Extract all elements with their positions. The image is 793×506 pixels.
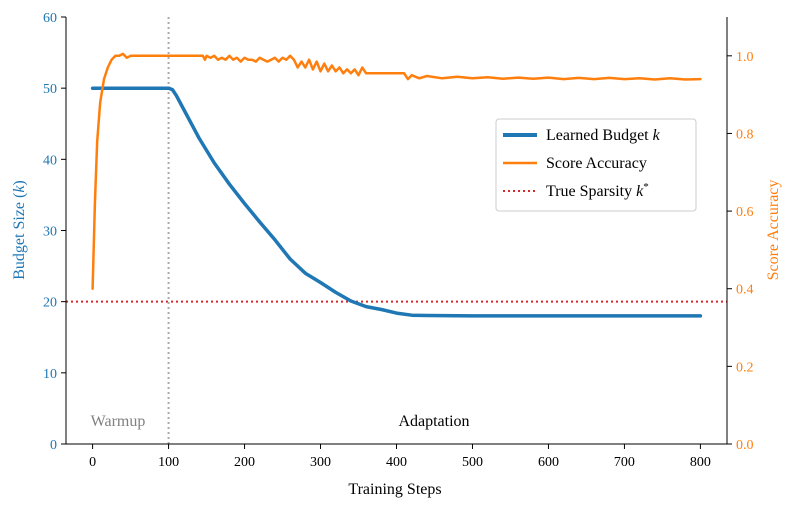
y-right-tick-label: 0.0 — [736, 438, 754, 453]
y-right-tick-label: 0.2 — [736, 360, 754, 375]
x-tick-label: 200 — [234, 455, 255, 470]
y-left-tick-label: 40 — [43, 153, 57, 168]
y-right-axis-title: Score Accuracy — [765, 180, 782, 281]
annotation-warmup: Warmup — [91, 413, 146, 430]
legend-label-true-sparsity-main: True Sparsity — [546, 183, 636, 200]
x-tick-label: 800 — [690, 455, 711, 470]
x-tick-label: 700 — [614, 455, 635, 470]
x-tick-label: 0 — [89, 455, 96, 470]
learned-budget-line — [90, 86, 703, 318]
axes — [65, 17, 728, 445]
y-right-tick-label: 1.0 — [736, 50, 754, 65]
y-left-tick-label: 20 — [43, 296, 57, 311]
y-left-tick-label: 50 — [43, 82, 57, 97]
legend: Learned Budget k Score Accuracy True Spa… — [495, 118, 697, 212]
y-left-tick-label: 30 — [43, 225, 57, 240]
x-axis-title: Training Steps — [348, 481, 441, 498]
y-left-tick-label: 60 — [43, 11, 57, 26]
series-lines — [90, 52, 703, 318]
x-tick-label: 400 — [386, 455, 407, 470]
y-right-tick-label: 0.4 — [736, 283, 754, 298]
y-left-axis-title-close: ) — [11, 180, 28, 185]
y-left-tick-label: 10 — [43, 367, 57, 382]
x-tick-label: 100 — [158, 455, 179, 470]
y-left-axis-title: Budget Size (k) — [11, 180, 28, 280]
y-left-axis-title-main: Budget Size ( — [11, 193, 28, 280]
y-right-tick-label: 0.6 — [736, 205, 754, 220]
score-accuracy-line — [91, 52, 702, 290]
legend-label-true-sparsity-sup: * — [643, 181, 649, 193]
legend-label-true-sparsity-italic: k — [636, 183, 644, 200]
annotation-adaptation: Adaptation — [398, 413, 469, 430]
ticks: 0 100 200 300 400 500 600 700 800 0 10 20 30 40 50 60 0.… — [43, 11, 754, 470]
legend-label-learned-budget-italic: k — [653, 127, 661, 144]
reference-lines — [66, 17, 727, 444]
legend-label-score-accuracy: Score Accuracy — [546, 155, 647, 172]
y-left-axis-title-k: k — [11, 185, 28, 193]
y-right-tick-label: 0.8 — [736, 127, 754, 142]
legend-label-learned-budget-main: Learned Budget — [546, 127, 653, 144]
legend-label-learned-budget: Learned Budget k — [546, 127, 661, 144]
x-tick-label: 500 — [462, 455, 483, 470]
y-left-tick-label: 0 — [50, 438, 57, 453]
legend-label-true-sparsity: True Sparsity k* — [546, 181, 649, 200]
legend-box — [495, 118, 697, 212]
x-tick-label: 600 — [538, 455, 559, 470]
x-tick-label: 300 — [310, 455, 331, 470]
